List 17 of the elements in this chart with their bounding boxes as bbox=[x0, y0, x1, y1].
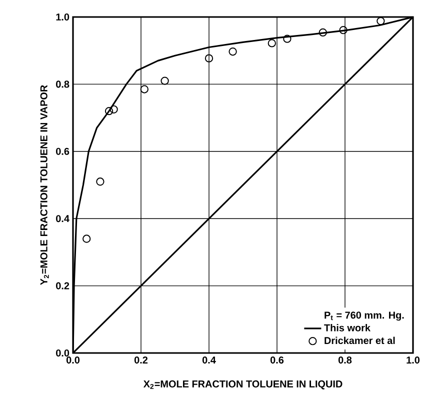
x-axis-title: X$_{2}$=MOLE FRACTION TOLUENE IN LIQUID bbox=[143, 380, 342, 390]
x-tick-label: 0.0 bbox=[66, 356, 80, 364]
legend-title: P$_{t}$ = 760 mm. Hg. bbox=[324, 312, 404, 321]
y-tick-label: 0.2 bbox=[56, 282, 70, 290]
y-axis-title: Y$_{2}$=MOLE FRACTION TOLUENE IN VAPOR bbox=[40, 85, 49, 285]
x-tick-label: 0.8 bbox=[338, 356, 352, 364]
x-tick-label: 1.0 bbox=[406, 356, 420, 364]
legend-label: Drickamer et al bbox=[324, 336, 395, 344]
y-tick-label: 1.0 bbox=[56, 13, 70, 21]
x-tick-label: 0.2 bbox=[134, 356, 148, 364]
y-tick-label: 0.0 bbox=[56, 349, 70, 357]
x-tick-label: 0.6 bbox=[270, 356, 284, 364]
y-tick-label: 0.4 bbox=[56, 215, 70, 222]
y-tick-label: 0.8 bbox=[56, 80, 70, 88]
y-tick-label: 0.6 bbox=[56, 148, 70, 155]
legend-label: This work bbox=[324, 324, 370, 332]
x-tick-label: 0.4 bbox=[202, 356, 216, 364]
